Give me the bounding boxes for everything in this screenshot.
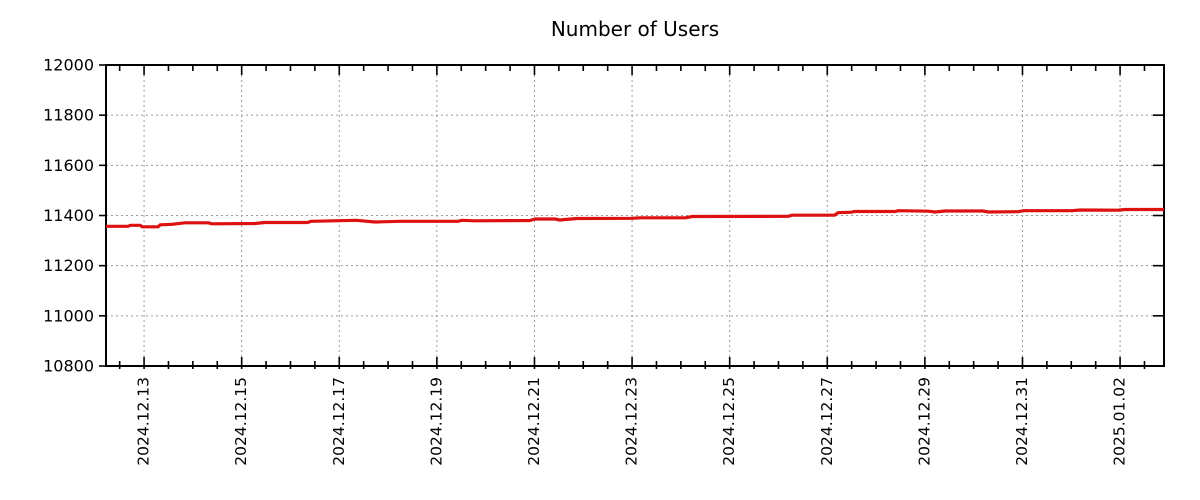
x-tick-label: 2024.12.13 — [135, 377, 153, 466]
x-tick-label: 2024.12.29 — [915, 377, 933, 466]
y-tick-label: 12000 — [43, 56, 94, 75]
x-tick-label: 2024.12.27 — [818, 377, 836, 466]
x-tick-label: 2024.12.17 — [330, 377, 348, 466]
x-tick-label: 2024.12.23 — [623, 377, 641, 466]
x-tick-label: 2024.12.21 — [525, 377, 543, 466]
grid-lines — [106, 65, 1164, 367]
y-tick-label: 11000 — [43, 306, 94, 325]
users-series-line — [106, 207, 1164, 229]
y-tick-label: 10800 — [43, 357, 94, 376]
users-line — [106, 207, 1164, 229]
chart-title: Number of Users — [551, 17, 719, 41]
x-axis-labels: 2024.12.13 2024.12.15 2024.12.17 2024.12.19… — [135, 377, 1129, 466]
x-tick-label: 2024.12.19 — [427, 377, 445, 466]
y-axis-labels: 10800 11000 11200 11400 11600 11800 12000 — [43, 56, 94, 376]
x-tick-label: 2024.12.25 — [720, 377, 738, 466]
plot-border — [105, 64, 1165, 367]
x-tick-label: 2025.01.02 — [1111, 377, 1129, 466]
x-tick-label: 2024.12.15 — [232, 377, 250, 466]
y-tick-label: 11400 — [43, 206, 94, 225]
y-tick-label: 11800 — [43, 106, 94, 125]
y-tick-label: 11600 — [43, 156, 94, 175]
x-tick-label: 2024.12.31 — [1013, 377, 1031, 466]
y-tick-label: 11200 — [43, 256, 94, 275]
